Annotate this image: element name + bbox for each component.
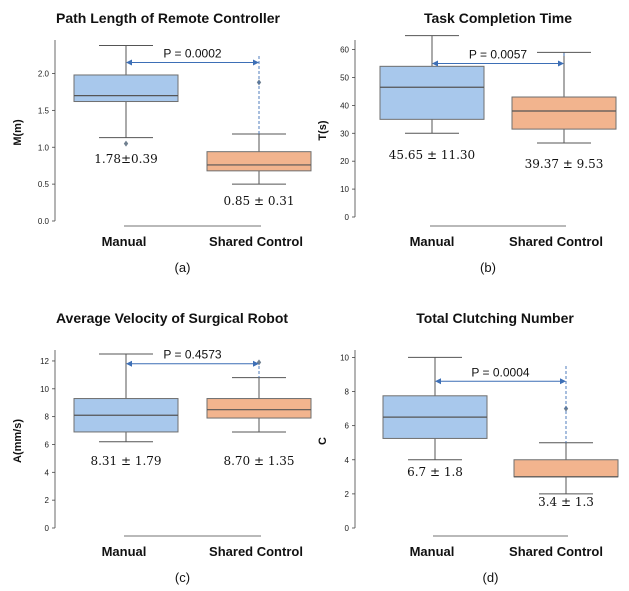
arrowhead-right (253, 360, 259, 367)
p-value-label: P = 0.0004 (471, 365, 529, 379)
p-value-label: P = 0.0002 (163, 46, 221, 60)
arrowhead-right (558, 60, 564, 67)
p-value-label: P = 0.0057 (469, 48, 527, 62)
panel-caption: (b) (480, 260, 496, 275)
y-tick-label: 0.0 (38, 217, 50, 226)
category-label: Manual (102, 544, 147, 559)
summary-stat: 6.7 ± 1.8 (407, 465, 463, 479)
chart-title: Task Completion Time (424, 10, 572, 26)
y-axis-label: T(s) (317, 120, 329, 141)
y-tick-label: 10 (340, 353, 349, 362)
box-manual (73, 74, 179, 103)
y-tick-label: 10 (340, 185, 349, 194)
y-axis-label: M(m) (12, 119, 24, 146)
category-label: Shared Control (509, 234, 603, 249)
category-label: Shared Control (209, 234, 303, 249)
category-label: Shared Control (209, 544, 303, 559)
y-tick-label: 60 (340, 46, 349, 55)
arrowhead-left (432, 60, 438, 67)
summary-stat: 8.70 ± 1.35 (223, 454, 294, 468)
summary-stat: 45.65 ± 11.30 (389, 148, 475, 162)
chart-title: Average Velocity of Surgical Robot (56, 310, 288, 326)
panel-caption: (d) (483, 570, 499, 585)
arrowhead-right (253, 59, 259, 66)
box-manual (379, 65, 485, 120)
outlier-point (123, 140, 129, 147)
category-label: Manual (102, 234, 147, 249)
y-tick-label: 0 (345, 213, 350, 222)
panel-caption: (c) (175, 570, 190, 585)
summary-stat: 8.31 ± 1.79 (90, 454, 161, 468)
box-shared-control (206, 151, 312, 172)
y-tick-label: 2 (345, 490, 350, 499)
y-tick-label: 8 (45, 413, 50, 422)
y-tick-label: 0 (45, 524, 50, 533)
y-axis-label: C (317, 437, 329, 445)
y-tick-label: 40 (340, 101, 349, 110)
y-axis-label: A(mm/s) (12, 419, 24, 463)
y-tick-label: 1.0 (38, 143, 50, 152)
y-tick-label: 20 (340, 157, 349, 166)
category-label: Shared Control (509, 544, 603, 559)
y-tick-label: 1.5 (38, 106, 50, 115)
y-tick-label: 2 (45, 496, 50, 505)
box-shared-control (206, 398, 312, 419)
y-tick-label: 50 (340, 73, 349, 82)
arrowhead-left (126, 59, 132, 66)
summary-stat: 3.4 ± 1.3 (538, 495, 594, 509)
y-tick-label: 6 (45, 440, 50, 449)
summary-stat: 39.37 ± 9.53 (525, 157, 604, 171)
p-value-label: P = 0.4573 (163, 348, 221, 362)
category-label: Manual (410, 544, 455, 559)
panel-caption: (a) (175, 260, 191, 275)
y-tick-label: 4 (345, 456, 350, 465)
arrowhead-left (435, 378, 441, 385)
y-tick-label: 2.0 (38, 70, 50, 79)
box-shared-control (511, 96, 617, 130)
y-tick-label: 30 (340, 129, 349, 138)
category-label: Manual (410, 234, 455, 249)
chart-title: Path Length of Remote Controller (56, 10, 281, 26)
summary-stat: 0.85 ± 0.31 (223, 194, 294, 208)
y-tick-label: 6 (345, 422, 350, 431)
y-tick-label: 4 (45, 468, 50, 477)
box-shared-control (513, 459, 619, 478)
y-tick-label: 12 (40, 357, 49, 366)
y-tick-label: 0 (345, 524, 350, 533)
arrowhead-left (126, 360, 132, 367)
arrowhead-right (560, 378, 566, 385)
y-tick-label: 10 (40, 385, 49, 394)
chart-title: Total Clutching Number (416, 310, 574, 326)
y-tick-label: 0.5 (38, 180, 50, 189)
y-tick-label: 8 (345, 388, 350, 397)
summary-stat: 1.78±0.39 (94, 152, 158, 166)
